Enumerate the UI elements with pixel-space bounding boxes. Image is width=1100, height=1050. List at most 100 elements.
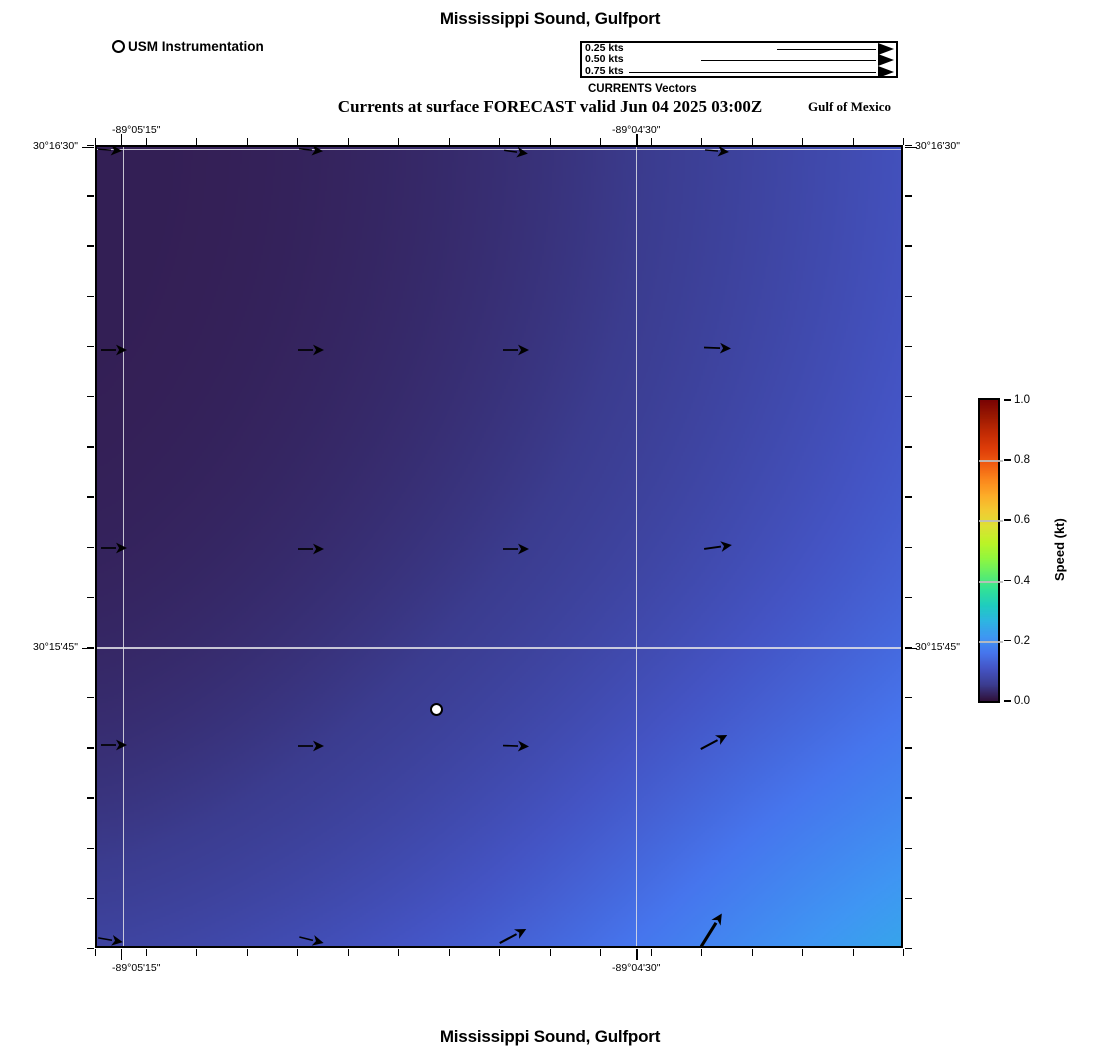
- axis-tick: [905, 345, 912, 348]
- axis-tick-major: [82, 147, 94, 149]
- current-vector-arrow: [97, 934, 123, 946]
- axis-tick: [87, 145, 94, 147]
- current-vector-arrow: [700, 913, 723, 946]
- axis-tick: [802, 949, 804, 956]
- map-overlay: [97, 147, 901, 946]
- axis-tick: [852, 949, 854, 956]
- axis-tick: [905, 596, 912, 599]
- colorbar-tick-label: 1.0: [1014, 394, 1030, 406]
- axis-tick: [905, 897, 912, 900]
- axis-tick-major: [82, 647, 94, 650]
- vector-shaft-icon: [701, 60, 876, 62]
- colorbar-raster: [980, 400, 998, 701]
- gridline-vertical: [635, 147, 638, 946]
- axis-tick: [905, 847, 912, 850]
- axis-tick: [499, 949, 501, 956]
- axis-tick: [87, 245, 94, 247]
- colorbar-title: Speed (kt): [1052, 518, 1067, 582]
- axis-tick-major: [120, 949, 123, 960]
- axis-tick: [448, 949, 450, 956]
- axis-tick: [196, 138, 198, 145]
- gridline-horizontal: [97, 148, 901, 151]
- current-vector-arrow: [298, 344, 325, 356]
- axis-tick: [549, 138, 551, 145]
- axis-tick: [347, 949, 349, 956]
- axis-tick: [751, 949, 753, 956]
- colorbar-tick-mark: [1004, 519, 1011, 521]
- colorbar-tick-line: [979, 580, 1003, 583]
- vector-legend-row: 0.50 kts: [582, 53, 896, 67]
- axis-tick: [905, 145, 912, 147]
- current-vector-arrow: [101, 542, 128, 554]
- axis-tick: [95, 949, 97, 956]
- colorbar-tick-mark: [1004, 579, 1011, 582]
- current-vector-arrow: [499, 929, 527, 945]
- forecast-subtitle: Currents at surface FORECAST valid Jun 0…: [337, 97, 763, 116]
- y-axis-tick-label-right-top: 30°16'30": [915, 140, 960, 152]
- axis-tick: [297, 138, 299, 145]
- vector-shaft-icon: [776, 49, 876, 50]
- axis-tick: [650, 138, 652, 145]
- axis-tick-major: [636, 949, 638, 960]
- axis-tick: [87, 747, 94, 749]
- axis-tick: [87, 797, 94, 799]
- colorbar-tick-label: 0.8: [1014, 454, 1030, 467]
- colorbar-tick-label: 0.0: [1014, 695, 1030, 707]
- axis-tick: [87, 345, 94, 348]
- axis-tick: [905, 295, 912, 297]
- axis-tick: [499, 138, 501, 145]
- page-title: Mississippi Sound, Gulfport: [439, 9, 661, 28]
- region-label: Gulf of Mexico: [808, 99, 892, 114]
- current-vector-arrow: [101, 740, 128, 751]
- current-vector-arrow: [101, 344, 128, 356]
- current-vector-arrow: [98, 147, 123, 156]
- vector-legend-label: 0.75 kts: [585, 64, 624, 77]
- axis-tick: [905, 948, 912, 950]
- colorbar-tick-label: 0.2: [1014, 634, 1030, 647]
- axis-tick: [87, 948, 94, 950]
- colorbar-tick-mark: [1004, 639, 1011, 642]
- axis-tick: [905, 747, 912, 749]
- axis-tick: [246, 138, 248, 145]
- axis-tick: [905, 395, 912, 398]
- axis-tick: [600, 138, 602, 145]
- current-vector-arrow: [298, 935, 324, 946]
- colorbar-gradient: 1.0 0.8 0.6 0.4 0.2 0.0: [978, 394, 1030, 707]
- axis-tick: [87, 897, 94, 900]
- current-vector-arrow: [703, 540, 732, 552]
- axis-tick: [905, 697, 912, 699]
- axis-tick: [87, 847, 94, 850]
- current-vector-arrow: [504, 147, 528, 158]
- axis-tick: [398, 138, 400, 145]
- axis-tick: [903, 949, 905, 956]
- colorbar: 1.0 0.8 0.6 0.4 0.2 0.0: [978, 394, 1030, 707]
- colorbar-tick-mark: [1004, 700, 1011, 702]
- vector-arrowhead-icon: [878, 65, 894, 78]
- vector-arrowhead-icon: [878, 54, 894, 67]
- x-axis-tick-label-top-left: -89°05'15": [112, 124, 161, 136]
- axis-tick: [751, 138, 753, 145]
- axis-tick: [905, 496, 912, 498]
- circle-marker-icon: [112, 39, 125, 53]
- axis-tick: [87, 295, 94, 297]
- vector-arrowhead-icon: [878, 43, 894, 55]
- axis-tick: [297, 949, 299, 956]
- axis-tick: [398, 949, 400, 956]
- colorbar-tick-mark: [1004, 399, 1011, 401]
- vector-scale-legend: 0.25 kts 0.50 kts 0.75 kts: [580, 41, 898, 78]
- axis-tick: [802, 138, 804, 145]
- axis-tick: [701, 949, 703, 956]
- footer-title: Mississippi Sound, Gulfport: [439, 1027, 661, 1046]
- speed-field-raster: [97, 147, 901, 946]
- axis-tick: [87, 596, 94, 599]
- vector-shaft-icon: [629, 71, 876, 73]
- axis-tick: [87, 646, 94, 649]
- x-axis-tick-label-bottom-right: -89°04'30": [612, 962, 661, 974]
- usm-instrumentation-station[interactable]: [429, 702, 443, 716]
- current-speed-map[interactable]: [95, 145, 903, 948]
- y-axis-tick-label-left-top: 30°16'30": [33, 140, 78, 152]
- current-vector-arrow: [704, 343, 732, 354]
- current-vector-arrow: [700, 735, 728, 751]
- gridline-horizontal: [97, 647, 901, 649]
